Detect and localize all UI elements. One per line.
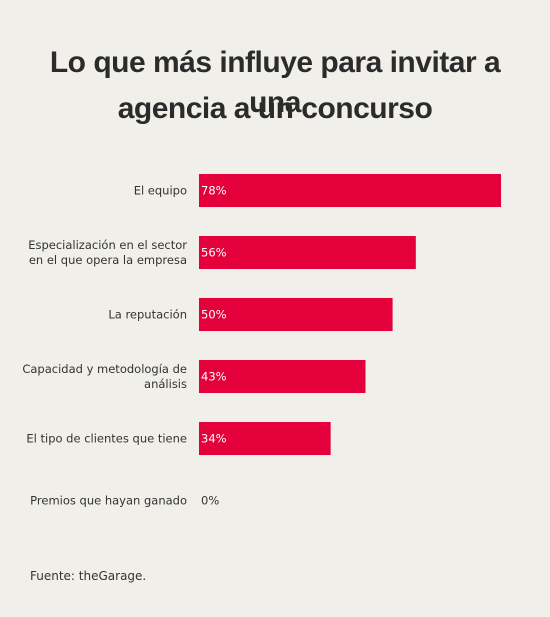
category-label: Premios que hayan ganado [30,494,187,508]
chart-title-line-2: agencia a un concurso [117,92,433,125]
bar [199,360,366,393]
bar [199,174,501,207]
chart-title-line-1: Lo que más influye para invitar a una [49,46,501,119]
category-label: Capacidad y metodología de [22,362,187,376]
bar-value-label: 78% [201,184,227,198]
bar-value-label: 34% [201,432,227,446]
category-label: en el que opera la empresa [29,253,187,267]
bar [199,236,416,269]
bar-value-label: 56% [201,246,227,260]
category-label: El equipo [134,184,187,198]
category-label: La reputación [108,308,187,322]
source-note: Fuente: theGarage. [30,569,147,583]
bar [199,422,331,455]
category-label: El tipo de clientes que tiene [26,432,187,446]
bar-value-label: 50% [201,308,227,322]
category-label: análisis [144,377,187,391]
bar-value-label: 0% [201,494,219,508]
category-label: Especialización en el sector [28,238,187,252]
bar-chart: 78% El equipo 56% Especialización en el sec… [22,174,501,508]
bar [199,298,393,331]
bar-value-label: 43% [201,370,227,384]
